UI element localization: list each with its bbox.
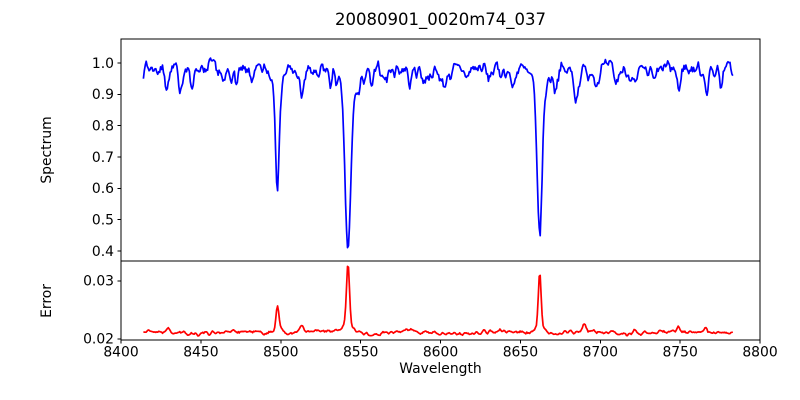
- wavelength-x-axis-label: Wavelength: [399, 361, 482, 377]
- spectrum-series-line: [142, 57, 734, 249]
- spectrum-y-tick-label: 0.9: [92, 87, 114, 103]
- error-series-line: [143, 265, 734, 337]
- x-tick-label: 8750: [662, 345, 697, 361]
- error-y-tick-label: 0.02: [83, 332, 114, 348]
- x-tick-label: 8700: [583, 345, 618, 361]
- x-tick-label: 8800: [742, 345, 777, 361]
- error-y-tick-label: 0.03: [83, 274, 114, 290]
- spectrum-y-tick-label: 0.8: [92, 119, 114, 135]
- spectrum-y-tick-label: 1.0: [92, 56, 114, 72]
- x-tick-label: 8450: [183, 345, 218, 361]
- spectrum-y-tick-label: 0.6: [92, 181, 114, 197]
- chart-title: 20080901_0020m74_037: [334, 10, 547, 29]
- x-tick-label: 8500: [263, 345, 298, 361]
- x-tick-label: 8550: [343, 345, 378, 361]
- x-tick-label: 8400: [103, 345, 138, 361]
- x-tick-label: 8650: [503, 345, 538, 361]
- spectrum-y-tick-label: 0.4: [92, 244, 114, 260]
- spectrum-y-tick-label: 0.7: [92, 150, 114, 166]
- spectrum-y-tick-label: 0.5: [92, 212, 114, 228]
- x-tick-label: 8600: [423, 345, 458, 361]
- error-panel-frame: [120, 260, 761, 341]
